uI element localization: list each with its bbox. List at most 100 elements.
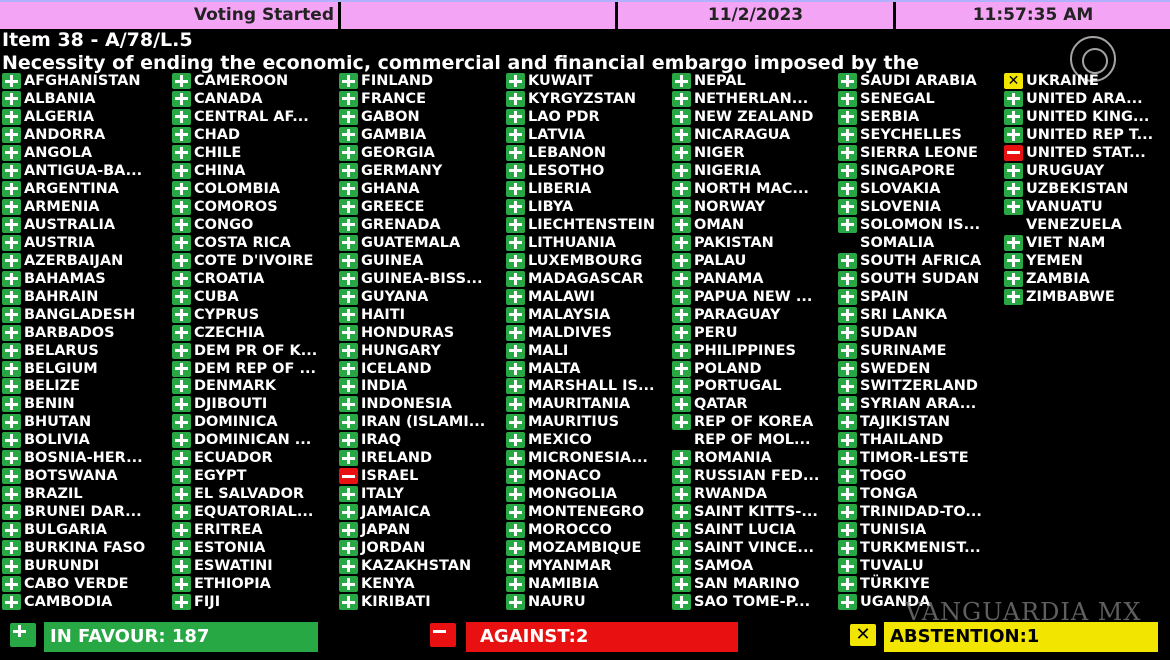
country-name: MALI (528, 342, 569, 359)
country-vote: ITALY (339, 485, 404, 503)
yes-vote-icon (672, 450, 691, 467)
country-vote: SURINAME (838, 342, 946, 360)
country-vote: MOZAMBIQUE (506, 539, 641, 557)
country-name: SLOVAKIA (860, 180, 941, 197)
yes-vote-icon (506, 522, 525, 539)
country-name: SAINT KITTS-... (694, 504, 818, 521)
country-vote: SLOVAKIA (838, 180, 940, 198)
country-name: SOUTH AFRICA (860, 252, 982, 269)
country-vote: CONGO (172, 216, 253, 234)
country-vote: SWITZERLAND (838, 377, 978, 395)
country-name: DEM PR OF K... (194, 342, 318, 359)
country-name: NEPAL (694, 73, 746, 89)
country-vote: GUYANA (339, 288, 428, 306)
country-vote: SERBIA (838, 108, 919, 126)
yes-vote-icon (339, 504, 358, 521)
yes-vote-icon (2, 306, 21, 323)
country-vote: MALTA (506, 360, 580, 378)
country-vote: CHINA (172, 162, 246, 180)
country-vote: SOMALIA (838, 234, 934, 252)
country-name: ETHIOPIA (194, 576, 271, 593)
yes-vote-icon (672, 144, 691, 161)
country-name: UGANDA (860, 594, 931, 611)
yes-vote-icon (672, 216, 691, 233)
country-vote: THAILAND (838, 431, 943, 449)
country-vote: BURKINA FASO (2, 539, 145, 557)
country-name: BENIN (24, 396, 75, 413)
yes-vote-icon (672, 288, 691, 305)
country-vote: AFGHANISTAN (2, 72, 140, 90)
abstain-vote-icon (1004, 73, 1023, 89)
yes-vote-icon (672, 162, 691, 179)
country-name: RUSSIAN FED... (694, 468, 820, 485)
voting-status: Voting Started (0, 2, 338, 29)
country-vote: ESTONIA (172, 539, 265, 557)
country-vote: TAJIKISTAN (838, 413, 950, 431)
yes-vote-icon (172, 486, 191, 503)
country-name: SEYCHELLES (860, 126, 962, 143)
yes-vote-icon (339, 162, 358, 179)
country-name: MAURITIUS (528, 414, 620, 431)
country-vote: SEYCHELLES (838, 126, 962, 144)
country-name: IRAQ (361, 432, 402, 449)
country-vote: UGANDA (838, 593, 930, 611)
country-vote: VANUATU (1004, 198, 1103, 216)
country-vote: SPAIN (838, 288, 909, 306)
country-name: TÜRKIYE (860, 576, 930, 593)
country-name: FINLAND (361, 73, 434, 89)
country-name: AUSTRIA (24, 234, 95, 251)
yes-vote-icon (838, 342, 857, 359)
country-name: SOLOMON IS... (860, 216, 981, 233)
yes-vote-icon (172, 504, 191, 521)
yes-vote-icon (172, 450, 191, 467)
yes-vote-icon (339, 486, 358, 503)
yes-vote-icon (339, 450, 358, 467)
country-name: BURUNDI (24, 558, 100, 575)
country-vote: SAUDI ARABIA (838, 72, 977, 90)
country-name: ALBANIA (24, 90, 96, 107)
country-name: MADAGASCAR (528, 270, 644, 287)
country-vote: JAPAN (339, 521, 410, 539)
country-vote: MOROCCO (506, 521, 612, 539)
yes-vote-icon (2, 126, 21, 143)
country-vote: BULGARIA (2, 521, 107, 539)
yes-vote-icon (172, 144, 191, 161)
country-vote: KUWAIT (506, 72, 593, 90)
country-vote: SINGAPORE (838, 162, 955, 180)
abstention-icon (850, 624, 876, 646)
yes-vote-icon (339, 558, 358, 575)
yes-vote-icon (172, 288, 191, 305)
yes-vote-icon (2, 522, 21, 539)
country-name: QATAR (694, 396, 748, 413)
yes-vote-icon (506, 126, 525, 143)
yes-vote-icon (172, 378, 191, 395)
yes-vote-icon (2, 270, 21, 287)
yes-vote-icon (672, 378, 691, 395)
country-vote: DEM REP OF ... (172, 360, 316, 378)
country-name: FIJI (194, 594, 221, 611)
yes-vote-icon (339, 414, 358, 431)
country-name: UNITED STAT... (1026, 144, 1146, 161)
country-vote: NAMIBIA (506, 575, 599, 593)
yes-vote-icon (838, 360, 857, 377)
country-name: TRINIDAD-TO... (860, 504, 982, 521)
yes-vote-icon (2, 360, 21, 377)
country-name: CANADA (194, 90, 263, 107)
country-name: SWITZERLAND (860, 378, 978, 395)
yes-vote-icon (506, 90, 525, 107)
header-blank (341, 2, 615, 29)
yes-vote-icon (172, 306, 191, 323)
yes-vote-icon (172, 73, 191, 89)
country-vote: LIBERIA (506, 180, 591, 198)
country-vote: JORDAN (339, 539, 425, 557)
country-vote: SAINT KITTS-... (672, 503, 818, 521)
country-vote: HAITI (339, 306, 405, 324)
country-vote: CABO VERDE (2, 575, 129, 593)
country-name: FRANCE (361, 90, 426, 107)
header-bar: Voting Started 11/2/2023 11:57:35 AM (0, 0, 1170, 29)
yes-vote-icon (2, 594, 21, 611)
country-vote: VIET NAM (1004, 234, 1105, 252)
yes-vote-icon (838, 108, 857, 125)
yes-vote-icon (838, 540, 857, 557)
country-name: EL SALVADOR (194, 486, 305, 503)
